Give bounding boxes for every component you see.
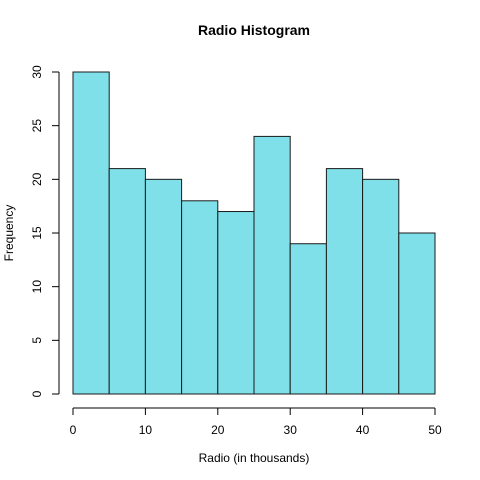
histogram-bar xyxy=(325,168,364,395)
histogram-bar xyxy=(398,232,436,395)
y-axis-label: Frequency xyxy=(2,205,16,262)
x-tick-label: 20 xyxy=(211,423,225,437)
histogram-bar xyxy=(72,71,110,395)
x-tick-label: 0 xyxy=(70,423,77,437)
histogram-bar xyxy=(362,178,400,395)
histogram-bar xyxy=(108,168,146,395)
y-tick-label: 20 xyxy=(30,172,44,186)
bars-group xyxy=(72,71,436,395)
x-axis-label: Radio (in thousands) xyxy=(199,451,310,465)
x-tick-label: 40 xyxy=(356,423,370,437)
y-tick-label: 15 xyxy=(30,226,44,240)
histogram-bar xyxy=(217,211,255,395)
x-axis: 0 10 20 30 40 50 xyxy=(70,407,442,437)
histogram-bar xyxy=(181,200,219,395)
y-tick-label: 10 xyxy=(30,280,44,294)
y-tick-label: 0 xyxy=(30,390,44,397)
histogram-bar xyxy=(253,135,291,395)
y-tick-label: 30 xyxy=(30,65,44,79)
x-tick-label: 10 xyxy=(139,423,153,437)
x-tick-label: 30 xyxy=(284,423,298,437)
y-tick-label: 5 xyxy=(30,337,44,344)
x-tick-label: 50 xyxy=(428,423,442,437)
histogram-bar xyxy=(289,243,327,395)
chart-title: Radio Histogram xyxy=(198,22,310,38)
y-tick-label: 25 xyxy=(30,119,44,133)
histogram-bar xyxy=(144,178,183,395)
y-axis: 0 5 10 15 20 25 30 xyxy=(30,65,60,397)
